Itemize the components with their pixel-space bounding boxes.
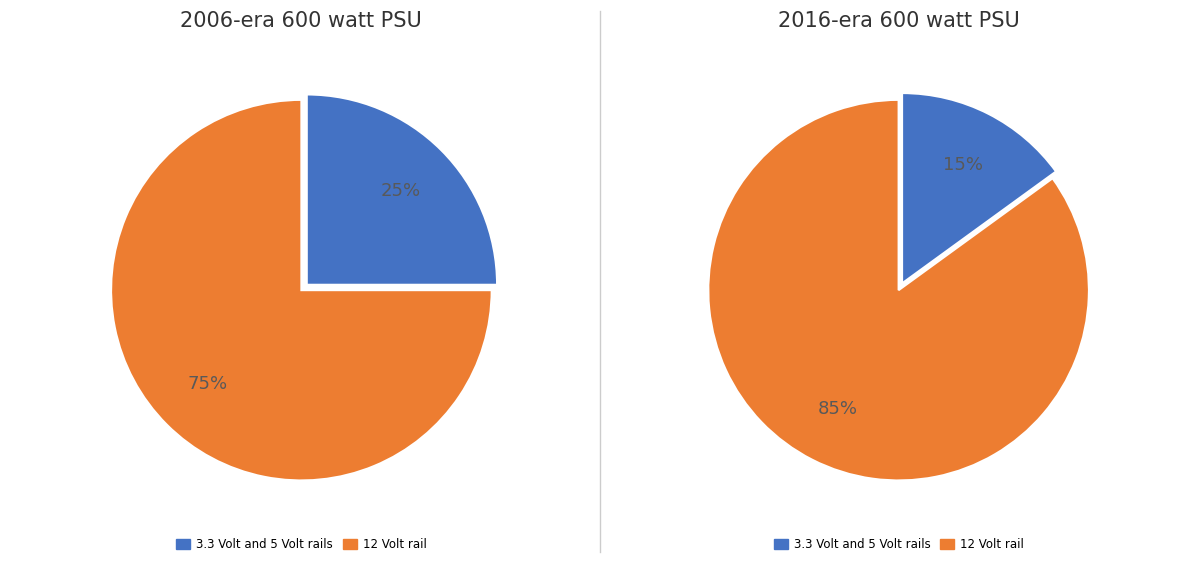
Legend: 3.3 Volt and 5 Volt rails, 12 Volt rail: 3.3 Volt and 5 Volt rails, 12 Volt rail bbox=[769, 533, 1028, 556]
Wedge shape bbox=[902, 93, 1056, 283]
Text: 25%: 25% bbox=[380, 182, 421, 199]
Legend: 3.3 Volt and 5 Volt rails, 12 Volt rail: 3.3 Volt and 5 Volt rails, 12 Volt rail bbox=[172, 533, 431, 556]
Text: 15%: 15% bbox=[942, 156, 983, 173]
Wedge shape bbox=[112, 100, 492, 480]
Text: 75%: 75% bbox=[187, 376, 227, 394]
Wedge shape bbox=[307, 95, 497, 285]
Wedge shape bbox=[708, 100, 1088, 480]
Title: 2016-era 600 watt PSU: 2016-era 600 watt PSU bbox=[778, 11, 1020, 32]
Text: 85%: 85% bbox=[818, 400, 858, 418]
Title: 2006-era 600 watt PSU: 2006-era 600 watt PSU bbox=[180, 11, 422, 32]
